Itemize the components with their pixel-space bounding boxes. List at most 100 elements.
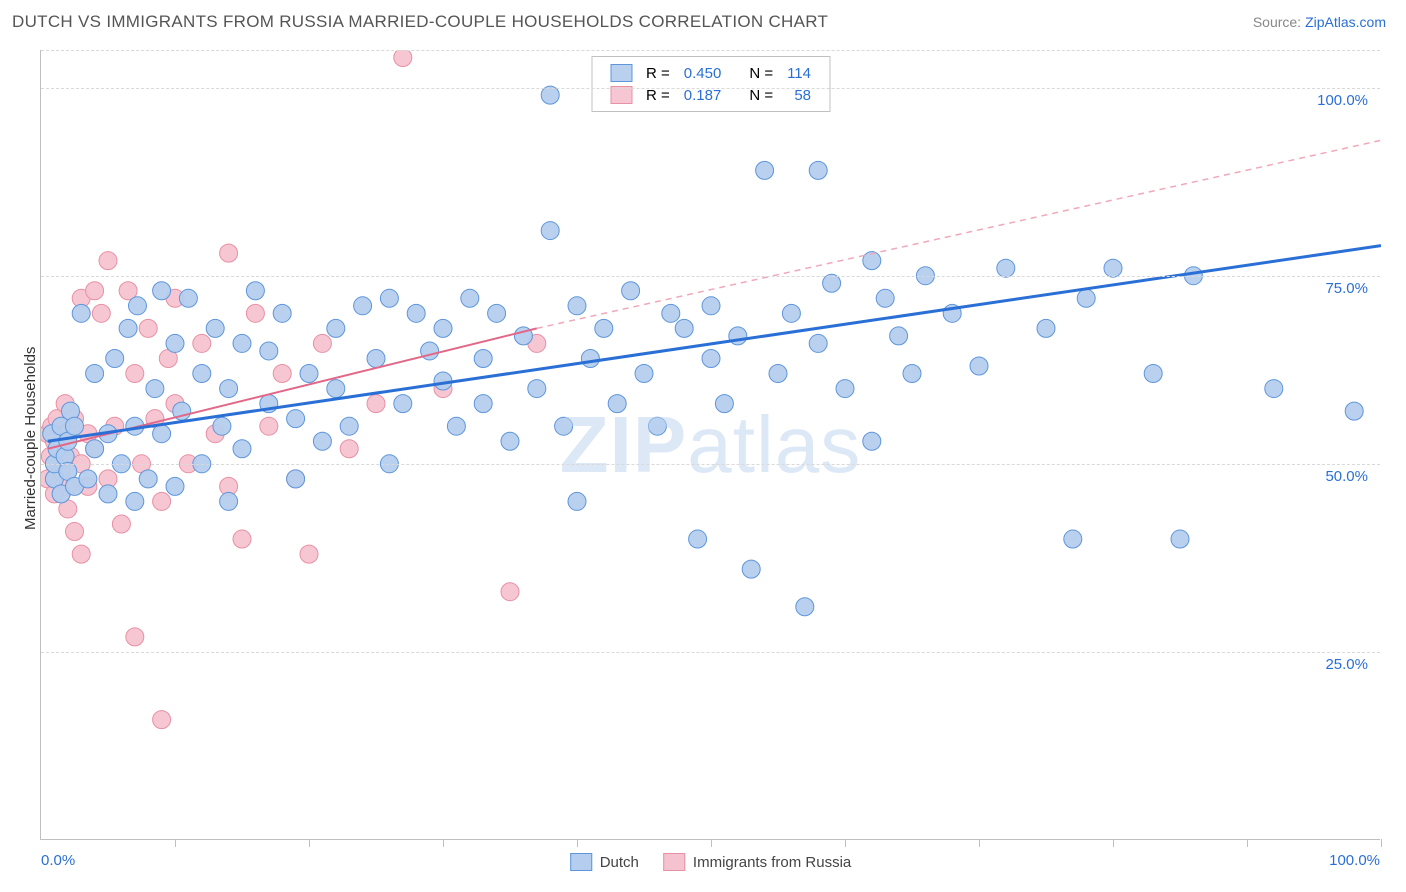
y-tick-label: 25.0% [1325, 656, 1368, 673]
scatter-point [608, 395, 626, 413]
swatch-russia [663, 853, 685, 871]
scatter-point [233, 440, 251, 458]
scatter-point [756, 161, 774, 179]
scatter-point [99, 485, 117, 503]
scatter-point [287, 410, 305, 428]
scatter-point [1171, 530, 1189, 548]
y-tick-label: 50.0% [1325, 468, 1368, 485]
scatter-point [139, 319, 157, 337]
scatter-point [1104, 259, 1122, 277]
scatter-point [622, 282, 640, 300]
legend-label: Immigrants from Russia [693, 854, 851, 871]
scatter-point [555, 417, 573, 435]
scatter-point [153, 282, 171, 300]
scatter-point [166, 334, 184, 352]
scatter-point [997, 259, 1015, 277]
scatter-point [890, 327, 908, 345]
scatter-point [126, 492, 144, 510]
scatter-point [568, 492, 586, 510]
scatter-point [581, 349, 599, 367]
scatter-point [1037, 319, 1055, 337]
x-tick [845, 839, 846, 847]
scatter-point [128, 297, 146, 315]
x-tick [175, 839, 176, 847]
chart-area: Married-couple Households ZIPatlas R = 0… [40, 50, 1380, 840]
scatter-point [1345, 402, 1363, 420]
scatter-point [86, 440, 104, 458]
scatter-point [327, 380, 345, 398]
scatter-point [354, 297, 372, 315]
swatch-dutch [610, 64, 632, 82]
y-tick-label: 100.0% [1317, 92, 1368, 109]
scatter-point [126, 628, 144, 646]
trendline-russia-ext [537, 140, 1381, 328]
scatter-point [488, 304, 506, 322]
scatter-point [903, 365, 921, 383]
scatter-point [1144, 365, 1162, 383]
scatter-point [568, 297, 586, 315]
scatter-point [273, 304, 291, 322]
scatter-point [407, 304, 425, 322]
scatter-point [528, 380, 546, 398]
scatter-point [380, 289, 398, 307]
x-tick [1113, 839, 1114, 847]
scatter-point [702, 349, 720, 367]
scatter-point [782, 304, 800, 322]
scatter-point [394, 50, 412, 67]
n-label: N = [743, 63, 779, 83]
scatter-point [313, 334, 331, 352]
x-tick [309, 839, 310, 847]
scatter-point [300, 365, 318, 383]
scatter-point [367, 349, 385, 367]
scatter-point [1265, 380, 1283, 398]
scatter-point [166, 477, 184, 495]
scatter-point [72, 304, 90, 322]
scatter-point [246, 282, 264, 300]
scatter-point [126, 365, 144, 383]
source: Source: ZipAtlas.com [1253, 14, 1386, 30]
x-tick [979, 839, 980, 847]
x-tick [1247, 839, 1248, 847]
source-label: Source: [1253, 14, 1301, 30]
scatter-point [876, 289, 894, 307]
scatter-point [313, 432, 331, 450]
scatter-point [233, 530, 251, 548]
legend-item-russia: Immigrants from Russia [663, 853, 851, 871]
scatter-point [99, 252, 117, 270]
scatter-point [106, 349, 124, 367]
scatter-point [72, 545, 90, 563]
scatter-point [769, 365, 787, 383]
scatter-point [66, 523, 84, 541]
scatter-point [300, 545, 318, 563]
swatch-russia [610, 86, 632, 104]
scatter-point [474, 395, 492, 413]
scatter-point [86, 365, 104, 383]
n-value-dutch: 114 [781, 63, 817, 83]
x-tick [711, 839, 712, 847]
scatter-point [119, 319, 137, 337]
scatter-point [823, 274, 841, 292]
scatter-point [233, 334, 251, 352]
scatter-point [675, 319, 693, 337]
scatter-point [220, 244, 238, 262]
scatter-point [501, 583, 519, 601]
source-link[interactable]: ZipAtlas.com [1305, 14, 1386, 30]
scatter-point [193, 365, 211, 383]
scatter-point [139, 470, 157, 488]
scatter-point [434, 319, 452, 337]
x-tick [577, 839, 578, 847]
x-tick [1381, 839, 1382, 847]
scatter-point [287, 470, 305, 488]
scatter-point [715, 395, 733, 413]
scatter-point [742, 560, 760, 578]
chart-container: DUTCH VS IMMIGRANTS FROM RUSSIA MARRIED-… [0, 0, 1406, 892]
scatter-point [970, 357, 988, 375]
scatter-point [836, 380, 854, 398]
scatter-point [541, 222, 559, 240]
legend-stats-row: R = 0.450 N = 114 [604, 63, 817, 83]
scatter-point [447, 417, 465, 435]
scatter-point [796, 598, 814, 616]
scatter-point [179, 289, 197, 307]
chart-header: DUTCH VS IMMIGRANTS FROM RUSSIA MARRIED-… [0, 0, 1406, 40]
scatter-point [193, 334, 211, 352]
